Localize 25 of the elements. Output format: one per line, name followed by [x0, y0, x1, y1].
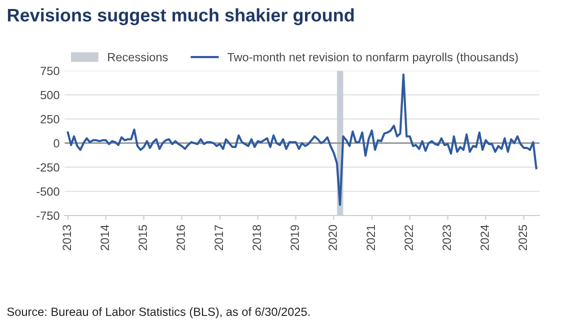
- y-tick-label: -750: [36, 212, 60, 220]
- x-tick-label: 2013: [62, 225, 72, 250]
- y-tick-label: -250: [36, 163, 60, 172]
- y-tick-label: 750: [40, 66, 60, 76]
- y-tick-label: -500: [36, 187, 60, 196]
- x-tick-label: 2016: [176, 225, 185, 250]
- x-tick-label: 2025: [518, 225, 527, 250]
- chart-title: Revisions suggest much shakier ground: [8, 8, 354, 26]
- legend-label: Recessions: [108, 52, 168, 62]
- x-tick-label: 2018: [252, 225, 261, 250]
- y-tick-label: 250: [40, 115, 60, 124]
- x-tick-label: 2020: [328, 224, 337, 250]
- y-tick-label: 500: [40, 90, 60, 100]
- x-tick-label: 2015: [138, 225, 147, 250]
- source-note: Source: Bureau of Labor Statistics (BLS), as of 6/30/2025.: [7, 307, 310, 318]
- y-tick-label: 0: [54, 139, 60, 148]
- line-series: [66, 74, 538, 206]
- x-tick-label: 2023: [442, 225, 451, 250]
- x-tick-label: 2024: [480, 224, 489, 250]
- legend-label: Two-month net revision to nonfarm payrolls (thousands): [227, 52, 518, 64]
- x-tick-label: 2014: [100, 224, 109, 250]
- x-tick-label: 2022: [404, 225, 413, 250]
- x-tick-label: 2021: [366, 225, 375, 250]
- x-tick-label: 2019: [290, 225, 299, 250]
- x-tick-label: 2017: [214, 225, 224, 250]
